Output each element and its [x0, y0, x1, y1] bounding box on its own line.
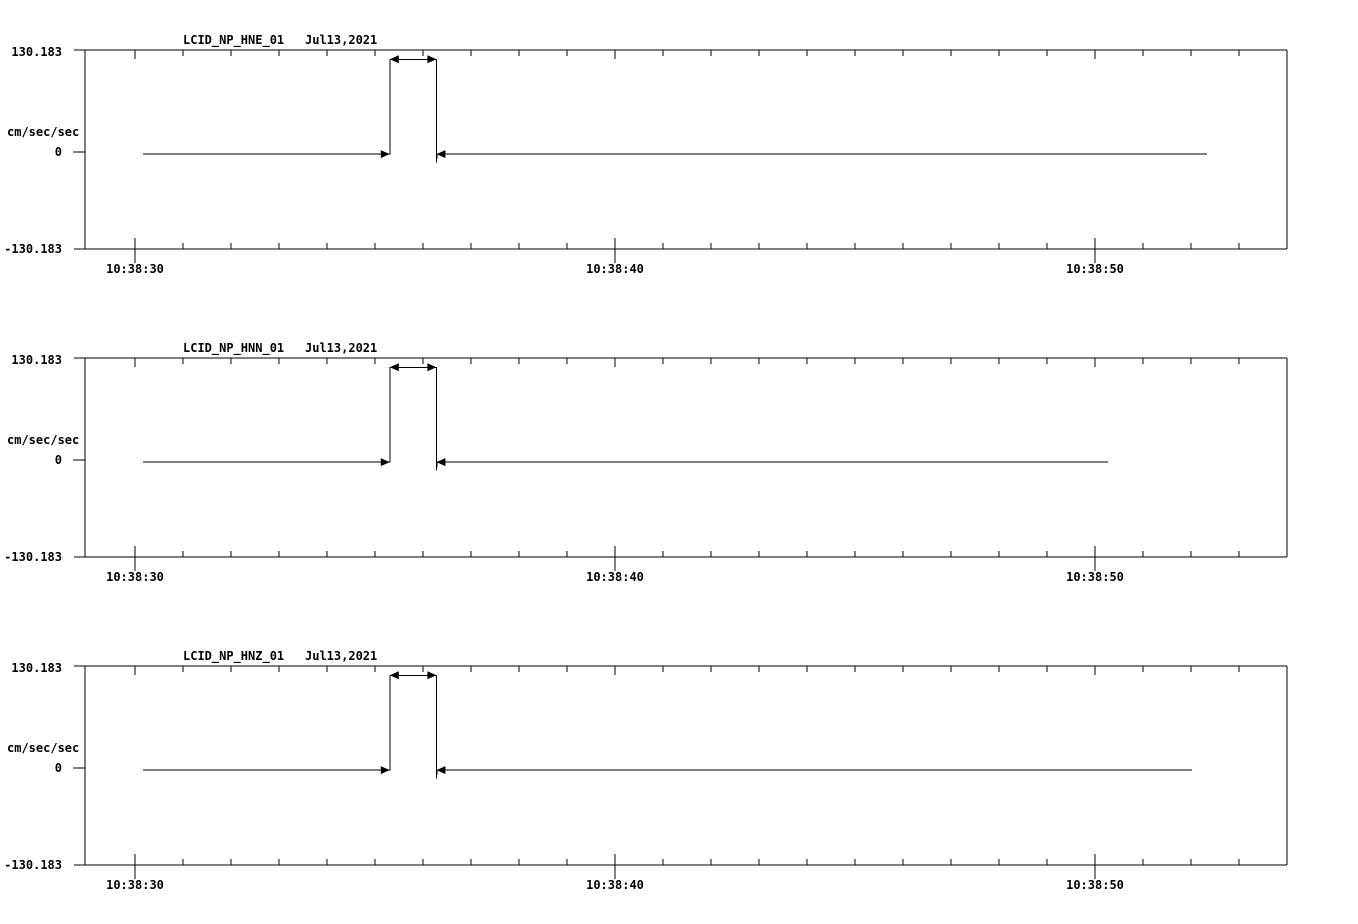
x-axis-tick-label: 10:38:30 — [106, 878, 164, 892]
pulse-marker-arrow-icon — [436, 150, 446, 159]
pulse-marker-arrow-icon — [389, 363, 399, 372]
x-axis-tick-label: 10:38:30 — [106, 262, 164, 276]
x-axis-tick-label: 10:38:50 — [1066, 262, 1124, 276]
pulse-marker-arrow-icon — [380, 458, 390, 467]
y-axis-max-label: 130.183 — [11, 661, 62, 675]
panel-title-date: Jul13,2021 — [305, 649, 378, 663]
y-axis-zero-label: 0 — [54, 145, 62, 159]
pulse-marker-arrow-icon — [380, 150, 390, 159]
x-axis-tick-label: 10:38:30 — [106, 570, 164, 584]
pulse-marker-arrow-icon — [389, 55, 399, 64]
pulse-marker-arrow-icon — [427, 671, 437, 680]
pulse-marker-arrow-icon — [436, 766, 446, 775]
y-axis-zero-label: 0 — [54, 453, 62, 467]
y-axis-max-label: 130.183 — [11, 353, 62, 367]
waveform-plot — [73, 357, 1288, 571]
panel-title-channel: LCID_NP_HNE_01 — [183, 33, 285, 47]
x-axis-tick-label: 10:38:40 — [586, 262, 644, 276]
waveform-panel-hnz: LCID_NP_HNZ_01 Jul13,2021 130.183 cm/sec… — [0, 616, 1358, 916]
panel-title-date: Jul13,2021 — [305, 33, 378, 47]
pulse-marker-arrow-icon — [389, 671, 399, 680]
x-axis-tick-label: 10:38:50 — [1066, 570, 1124, 584]
panel-title-date: Jul13,2021 — [305, 341, 378, 355]
y-axis-units-label: cm/sec/sec — [7, 433, 80, 447]
pulse-marker-arrow-icon — [427, 55, 437, 64]
y-axis-min-label: -130.183 — [4, 550, 62, 564]
pulse-marker-arrow-icon — [427, 363, 437, 372]
y-axis-zero-label: 0 — [54, 761, 62, 775]
waveform-panel-hne: LCID_NP_HNE_01 Jul13,2021 130.183 cm/sec… — [0, 0, 1358, 300]
x-axis-tick-label: 10:38:50 — [1066, 878, 1124, 892]
y-axis-min-label: -130.183 — [4, 242, 62, 256]
waveform-panel-hnn: LCID_NP_HNN_01 Jul13,2021 130.183 cm/sec… — [0, 308, 1358, 608]
waveform-plot — [73, 665, 1288, 879]
x-axis-tick-label: 10:38:40 — [586, 570, 644, 584]
y-axis-max-label: 130.183 — [11, 45, 62, 59]
waveform-plot — [73, 49, 1288, 263]
panel-title-channel: LCID_NP_HNN_01 — [183, 341, 285, 355]
y-axis-min-label: -130.183 — [4, 858, 62, 872]
panel-title-channel: LCID_NP_HNZ_01 — [183, 649, 285, 663]
y-axis-units-label: cm/sec/sec — [7, 741, 80, 755]
pulse-marker-arrow-icon — [436, 458, 446, 467]
pulse-marker-arrow-icon — [380, 766, 390, 775]
x-axis-tick-label: 10:38:40 — [586, 878, 644, 892]
y-axis-units-label: cm/sec/sec — [7, 125, 80, 139]
